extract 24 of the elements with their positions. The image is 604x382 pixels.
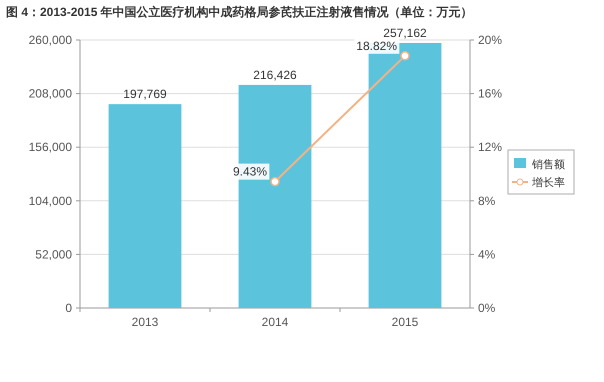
x-tick-label: 2013 [132, 315, 159, 329]
chart-title: 图 4：2013-2015 年中国公立医疗机构中成药格局参芪扶正注射液售情况（单位：万元） [6, 5, 473, 19]
x-tick-label: 2014 [262, 315, 289, 329]
data-label: 18.82% [356, 38, 398, 53]
y2-tick-label: 4% [478, 247, 496, 262]
data-label: 216,426 [253, 68, 298, 82]
y-tick-label: 208,000 [28, 86, 72, 101]
y2-tick-label: 12% [478, 140, 502, 154]
y-tick-label: 0 [65, 301, 72, 315]
y2-tick-label: 20% [478, 33, 502, 47]
x-tick-label: 2015 [392, 315, 419, 329]
y2-tick-label: 16% [478, 86, 502, 101]
y2-tick-label: 8% [478, 194, 496, 208]
data-label: 197,769 [123, 87, 168, 102]
y-tick-label: 52,000 [35, 247, 72, 262]
data-label: 257,162 [383, 26, 428, 40]
bar [108, 104, 182, 308]
legend-label: 增长率 [531, 176, 565, 189]
y2-tick-label: 0% [478, 301, 496, 315]
y-tick-label: 260,000 [28, 33, 72, 47]
legend-label: 销售额 [531, 158, 565, 171]
y-tick-label: 104,000 [28, 194, 72, 208]
data-label: 9.43% [232, 164, 268, 179]
y-tick-label: 156,000 [28, 140, 72, 154]
